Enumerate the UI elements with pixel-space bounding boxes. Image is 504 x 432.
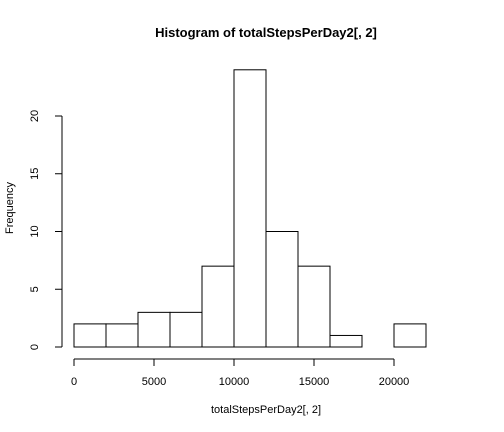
histogram-bar bbox=[265, 231, 299, 348]
histogram-bar bbox=[393, 323, 427, 348]
histogram-bar bbox=[137, 311, 171, 348]
histogram-bar bbox=[329, 334, 363, 348]
x-tick-label: 15000 bbox=[299, 376, 330, 388]
y-tick-label: 10 bbox=[29, 225, 41, 237]
x-tick-label: 0 bbox=[71, 376, 77, 388]
histogram-bar bbox=[233, 69, 267, 348]
x-tick-label: 5000 bbox=[142, 376, 166, 388]
histogram-bar bbox=[297, 265, 331, 348]
bars-group bbox=[73, 69, 427, 348]
x-axis: 0 5000 10000 15000 20000 bbox=[71, 358, 410, 388]
y-tick-label: 0 bbox=[29, 344, 41, 350]
x-axis-label: totalStepsPerDay2[, 2] bbox=[211, 404, 321, 416]
y-axis: 0 5 10 15 20 bbox=[29, 110, 63, 350]
chart-title: Histogram of totalStepsPerDay2[, 2] bbox=[155, 25, 377, 40]
histogram-bar bbox=[169, 311, 203, 348]
histogram-bar bbox=[73, 323, 107, 348]
histogram-bar bbox=[201, 265, 235, 348]
x-tick-label: 10000 bbox=[219, 376, 250, 388]
y-tick-label: 15 bbox=[29, 168, 41, 180]
y-tick-label: 20 bbox=[29, 110, 41, 122]
x-tick-label: 20000 bbox=[379, 376, 410, 388]
y-axis-label: Frequency bbox=[4, 182, 16, 234]
y-tick-label: 5 bbox=[29, 286, 41, 292]
histogram-bar bbox=[105, 323, 139, 348]
